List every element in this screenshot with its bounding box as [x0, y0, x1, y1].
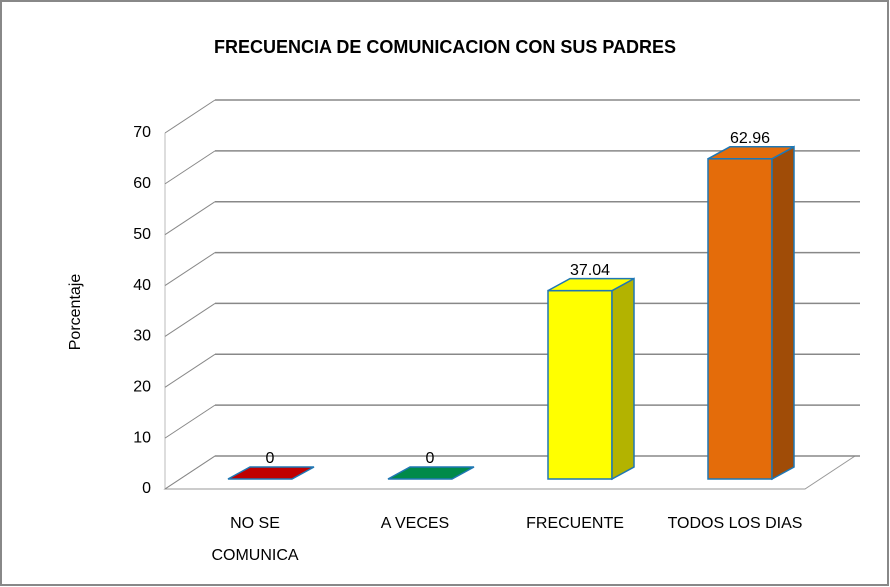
x-tick-label: A VECES	[380, 515, 450, 532]
grid-line-side	[164, 404, 216, 439]
x-tick-label: TODOS LOS DIAS	[667, 515, 803, 532]
y-tick-label: 50	[133, 226, 151, 243]
y-tick-label: 40	[133, 277, 151, 294]
data-label: 0	[266, 450, 275, 467]
bar-top	[227, 466, 315, 480]
data-label: 0	[426, 450, 435, 467]
grid-line-side	[164, 99, 216, 134]
bar-top	[387, 466, 475, 480]
y-tick-label: 30	[133, 328, 151, 345]
bar-side	[611, 277, 635, 481]
y-tick-label: 20	[133, 379, 151, 396]
y-axis-label: Porcentaje	[67, 274, 84, 351]
bar-front	[707, 158, 773, 480]
bar-top	[547, 277, 635, 292]
y-tick-label: 0	[142, 480, 151, 497]
grid-line-side	[164, 303, 216, 337]
y-tick-label: 60	[133, 175, 151, 192]
x-tick-label: FRECUENTE	[526, 515, 624, 532]
x-tick-label: NO SE COMUNICA	[211, 515, 299, 564]
bar-front	[547, 289, 613, 480]
y-tick-label: 70	[133, 124, 151, 141]
grid-line-side	[164, 252, 216, 286]
chart-title: FRECUENCIA DE COMUNICACION CON SUS PADRE…	[214, 37, 676, 57]
grid-line-side	[164, 455, 216, 490]
data-label: 62.96	[730, 130, 770, 147]
y-tick-label: 10	[133, 429, 151, 446]
grid-line-side	[164, 201, 216, 236]
data-label: 37.04	[570, 262, 610, 279]
bar-side	[771, 145, 795, 481]
bar-top	[707, 146, 795, 160]
grid-line-side	[164, 150, 216, 185]
grid-line-side	[164, 353, 216, 388]
